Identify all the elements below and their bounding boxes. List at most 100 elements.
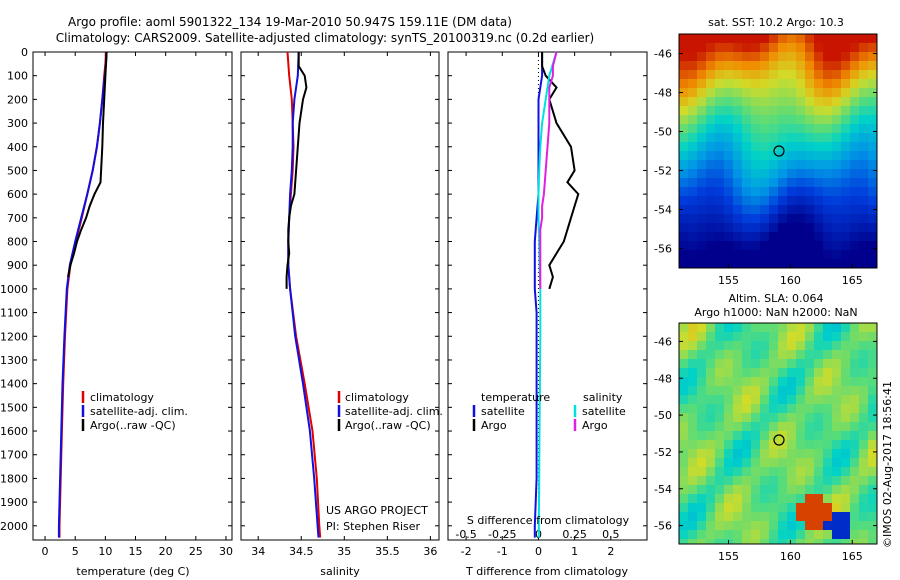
map-cell [823, 476, 833, 486]
map-cell [850, 79, 860, 89]
map-cell [778, 232, 788, 242]
lon-tick-label: 160 [780, 274, 801, 287]
map-cell [751, 350, 761, 360]
map-cell [778, 494, 788, 504]
map-cell [724, 88, 734, 98]
map-cell [850, 241, 860, 251]
map-cell [859, 449, 869, 459]
map-cell [805, 485, 815, 495]
map-cell [859, 404, 869, 414]
map-cell [832, 512, 842, 522]
map-cell [787, 449, 797, 459]
map-cell [715, 241, 725, 251]
map-cell [805, 422, 815, 432]
map-cell [859, 160, 869, 170]
map-cell [742, 88, 752, 98]
map-cell [742, 386, 752, 396]
map-cell [796, 97, 806, 107]
map-cell [751, 440, 761, 450]
map-cell [769, 449, 779, 459]
map-cell [751, 34, 761, 44]
map-cell [751, 458, 761, 468]
map-cell [769, 43, 779, 53]
map-cell [787, 467, 797, 477]
map-cell [778, 341, 788, 351]
map-cell [814, 467, 824, 477]
map-cell [841, 223, 851, 233]
map-cell [769, 530, 779, 540]
map-cell [859, 169, 869, 179]
map-cell [760, 169, 770, 179]
map-cell [859, 503, 869, 513]
map-cell [823, 178, 833, 188]
map-cell [859, 332, 869, 342]
map-cell [814, 530, 824, 540]
map-cell [868, 223, 878, 233]
map-cell [751, 169, 761, 179]
map-cell [715, 142, 725, 152]
map-cell [778, 259, 788, 269]
map-cell [715, 458, 725, 468]
map-cell [841, 494, 851, 504]
map-cell [832, 259, 842, 269]
map-cell [688, 404, 698, 414]
map-cell [823, 250, 833, 260]
map-cell [769, 521, 779, 531]
map-cell [868, 413, 878, 423]
map-cell [742, 530, 752, 540]
map-cell [706, 106, 716, 116]
map-cell [850, 521, 860, 531]
map-cell [796, 440, 806, 450]
map-cell [760, 97, 770, 107]
map-cell [715, 115, 725, 125]
map-cell [796, 503, 806, 513]
map-cell [751, 494, 761, 504]
map-cell [778, 377, 788, 387]
map-cell [688, 79, 698, 89]
map-cell [805, 79, 815, 89]
map-cell [823, 494, 833, 504]
map-cell [832, 106, 842, 116]
map-cell [814, 160, 824, 170]
map-cell [742, 160, 752, 170]
map-cell [697, 79, 707, 89]
map-cell [814, 449, 824, 459]
map-cell [715, 259, 725, 269]
map-cell [742, 512, 752, 522]
map-cell [706, 241, 716, 251]
map-cell [769, 142, 779, 152]
map-cell [832, 124, 842, 134]
map-cell [742, 61, 752, 71]
map-cell [805, 377, 815, 387]
map-cell [724, 350, 734, 360]
x-tick-label: -1 [497, 545, 508, 558]
map-cell [787, 413, 797, 423]
map-cell [760, 431, 770, 441]
map-cell [832, 241, 842, 251]
map-cell [742, 377, 752, 387]
map-cell [724, 250, 734, 260]
map-cell [868, 124, 878, 134]
map-cell [787, 368, 797, 378]
map-cell [688, 34, 698, 44]
map-cell [679, 205, 689, 215]
map-cell [724, 241, 734, 251]
map-cell [769, 512, 779, 522]
map-cell [823, 341, 833, 351]
map-cell [760, 214, 770, 224]
map-cell [751, 70, 761, 80]
map-cell [823, 521, 833, 531]
x-tick-label: 30 [219, 545, 233, 558]
map-cell [742, 250, 752, 260]
map-cell [805, 70, 815, 80]
map-cell [859, 115, 869, 125]
map-cell [742, 43, 752, 53]
map-cell [868, 214, 878, 224]
map-cell [859, 133, 869, 143]
map-cell [796, 124, 806, 134]
map-cell [724, 449, 734, 459]
depth-tick-label: 100 [7, 70, 28, 83]
map-cell [823, 142, 833, 152]
map-cell [697, 377, 707, 387]
map-cell [769, 106, 779, 116]
